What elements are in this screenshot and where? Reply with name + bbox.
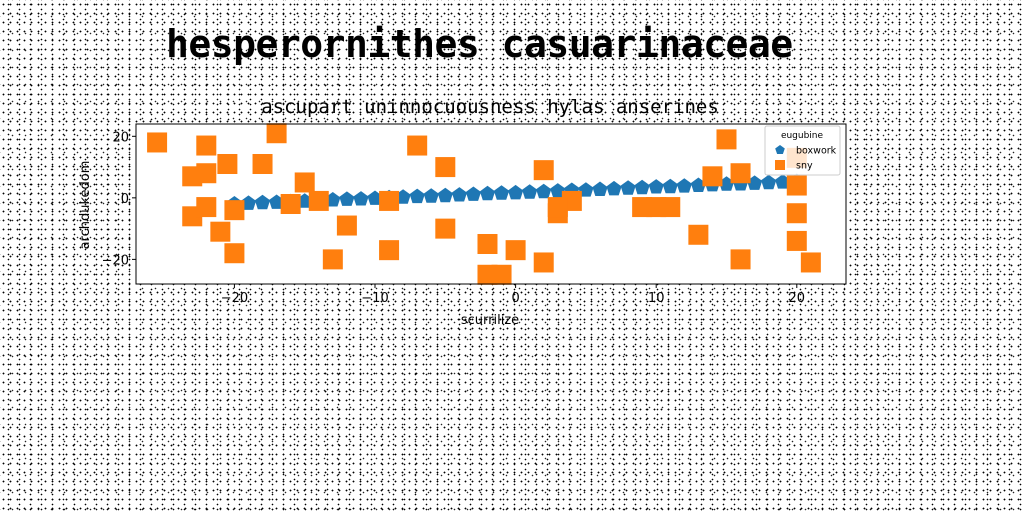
data-point-sny: [688, 224, 709, 245]
data-point-boxwork: [269, 194, 285, 209]
data-point-boxwork: [676, 178, 692, 193]
legend-marker-boxwork: [775, 145, 785, 154]
data-point-boxwork: [508, 184, 524, 200]
data-point-boxwork: [437, 187, 453, 203]
data-point-sny: [505, 240, 526, 261]
data-point-boxwork: [240, 195, 257, 210]
data-point-boxwork: [634, 179, 650, 195]
data-point-sny: [702, 166, 723, 187]
data-point-sny: [252, 154, 273, 174]
data-point-boxwork: [409, 188, 425, 204]
data-point-boxwork: [423, 188, 439, 203]
data-point-sny: [786, 230, 807, 251]
legend-title: eugubine: [781, 131, 824, 141]
data-point-boxwork: [479, 185, 496, 201]
legend[interactable]: eugubine boxwork sny: [764, 125, 841, 176]
data-point-boxwork: [367, 190, 383, 205]
x-tick-label: −10: [361, 291, 388, 306]
data-point-boxwork: [690, 177, 706, 192]
data-point-boxwork: [325, 192, 341, 207]
data-point-sny: [786, 175, 807, 196]
data-point-boxwork: [747, 175, 763, 190]
data-point-sny: [217, 154, 238, 174]
axes: −20 −10 0 10 20 −20 0 20: [102, 123, 847, 306]
data-point-boxwork: [761, 174, 777, 190]
data-point-sny: [308, 190, 329, 211]
data-point-boxwork: [465, 186, 481, 201]
y-tick-label: −20: [102, 253, 129, 268]
data-point-boxwork: [606, 180, 622, 196]
data-point-sny: [336, 215, 357, 236]
data-point-boxwork: [775, 174, 791, 189]
data-point-boxwork: [353, 191, 369, 206]
data-point-boxwork: [536, 183, 552, 199]
x-tick-label: 20: [789, 291, 806, 306]
data-point-sny: [491, 264, 512, 285]
legend-label-boxwork: boxwork: [796, 146, 837, 157]
legend-marker-sny: [775, 160, 785, 170]
data-point-sny: [477, 234, 498, 254]
data-point-sny: [196, 135, 217, 156]
x-tick-label: −20: [221, 291, 248, 306]
y-tick-label: 20: [112, 130, 129, 145]
y-axis-label: archdukedom: [78, 161, 93, 250]
data-point-boxwork: [297, 193, 313, 208]
legend-label-sny: sny: [796, 161, 813, 172]
data-point-boxwork: [648, 179, 664, 194]
data-point-sny: [224, 200, 245, 221]
page-title: hesperornithes casuarinaceae: [166, 22, 793, 66]
data-point-boxwork: [339, 191, 355, 206]
data-point-sny: [407, 135, 428, 156]
data-point-sny: [224, 243, 245, 264]
data-point-boxwork: [550, 183, 566, 198]
x-tick-label: 10: [648, 291, 665, 306]
data-point-sny: [196, 197, 217, 218]
x-axis-label: scurrilize: [461, 313, 519, 328]
data-point-sny: [800, 252, 821, 273]
data-point-boxwork: [592, 181, 608, 196]
data-point-sny: [435, 218, 456, 239]
data-point-sny: [716, 129, 737, 150]
data-point-boxwork: [522, 184, 538, 199]
data-point-sny: [730, 163, 751, 184]
data-point-boxwork: [451, 187, 467, 202]
data-point-sny: [730, 249, 751, 270]
data-point-sny: [280, 194, 301, 214]
data-point-sny: [660, 197, 681, 218]
data-point-boxwork: [718, 176, 735, 191]
data-point-sny: [210, 221, 231, 242]
chart-title: ascupart uninnocuousness hylas anserines: [261, 96, 719, 118]
data-point-sny: [322, 249, 343, 270]
data-point-sny: [547, 197, 568, 218]
data-point-sny: [786, 203, 807, 224]
data-point-sny: [266, 123, 287, 144]
data-point-boxwork: [493, 185, 510, 200]
data-point-sny: [533, 252, 554, 273]
data-point-boxwork: [395, 189, 411, 204]
data-point-sny: [196, 163, 217, 184]
data-point-boxwork: [254, 194, 271, 210]
data-point-boxwork: [662, 178, 678, 194]
data-point-sny: [147, 132, 168, 153]
data-point-boxwork: [620, 180, 636, 195]
data-point-sny: [533, 160, 554, 181]
y-tick-label: 0: [121, 192, 129, 207]
data-point-sny: [294, 172, 315, 193]
x-tick-label: 0: [511, 291, 519, 306]
data-point-sny: [379, 190, 400, 211]
data-point-sny: [379, 240, 400, 261]
data-point-boxwork: [578, 182, 594, 197]
data-point-sny: [435, 157, 456, 178]
plot-frame: [135, 123, 847, 285]
